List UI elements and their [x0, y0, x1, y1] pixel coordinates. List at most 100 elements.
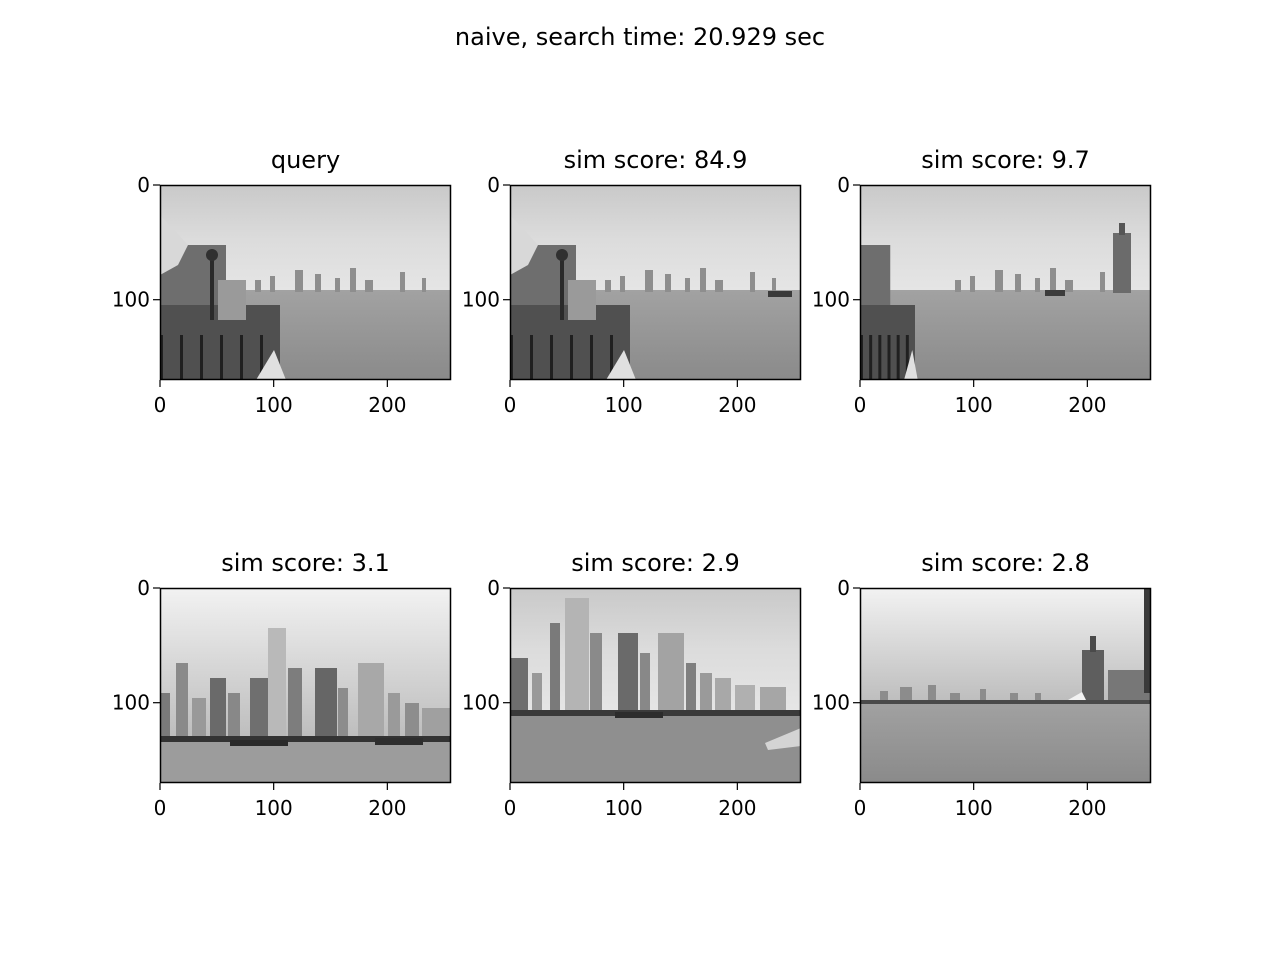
building	[270, 276, 275, 292]
building	[665, 274, 671, 292]
axes-frame	[859, 587, 1152, 784]
subplot-panel: sim score: 2.9 0 100 200 0 100	[462, 549, 802, 820]
grayscale-photo	[860, 185, 1151, 380]
railing-post	[260, 335, 263, 380]
building	[995, 270, 1003, 292]
sky	[160, 588, 451, 738]
tower	[1082, 650, 1104, 700]
building	[686, 663, 696, 713]
building	[715, 280, 723, 292]
subplot-grid: query 0 100 200 0 100 sim score: 84.9 0 100 200 0 1…	[112, 146, 1152, 820]
signboard	[568, 280, 596, 320]
building	[1108, 670, 1151, 702]
building	[928, 685, 936, 703]
railing-post	[887, 335, 891, 380]
building	[315, 668, 337, 738]
building	[1015, 274, 1021, 292]
building	[1050, 268, 1056, 292]
building	[338, 688, 348, 738]
deck-light	[256, 350, 286, 380]
building	[176, 663, 188, 738]
x-tick-label: 100	[255, 393, 293, 417]
building	[1035, 278, 1040, 292]
building	[620, 276, 625, 292]
x-tick-label: 100	[605, 393, 643, 417]
signboard	[218, 280, 246, 320]
grayscale-photo	[860, 588, 1151, 783]
lamp	[206, 249, 218, 261]
figure-suptitle: naive, search time: 20.929 sec	[455, 23, 825, 51]
x-tick-label: 100	[255, 796, 293, 820]
subplot-title: query	[271, 146, 340, 174]
embankment	[860, 700, 1151, 704]
deck-light	[606, 350, 636, 380]
subplot-title: sim score: 84.9	[564, 146, 748, 174]
y-tick-label: 0	[137, 576, 150, 600]
barge	[615, 712, 663, 718]
railing-post	[220, 335, 223, 380]
building	[955, 280, 961, 292]
subplot-title: sim score: 2.9	[571, 549, 740, 577]
building	[750, 272, 755, 292]
subplot-panel: sim score: 9.7 0 100 200 0 100	[812, 146, 1152, 417]
y-tick-label: 100	[462, 691, 500, 715]
x-tick-label: 0	[154, 393, 167, 417]
building	[900, 687, 912, 703]
grayscale-photo	[160, 185, 451, 380]
railing-post	[570, 335, 573, 380]
grayscale-photo	[510, 185, 801, 380]
ferry	[765, 728, 801, 750]
y-tick-label: 0	[487, 576, 500, 600]
x-tick-label: 200	[368, 796, 406, 820]
water	[510, 710, 801, 783]
building	[532, 673, 542, 713]
building	[1010, 693, 1018, 703]
building	[950, 693, 960, 703]
building	[422, 708, 451, 738]
tower-spire	[1119, 223, 1125, 235]
x-tick-label: 100	[605, 796, 643, 820]
water	[160, 738, 451, 783]
railing-post	[905, 335, 909, 380]
railing-post	[896, 335, 900, 380]
lamp	[556, 249, 568, 261]
building	[405, 703, 419, 738]
railing-post	[510, 335, 513, 380]
axes-frame	[159, 587, 452, 784]
x-tick-label: 200	[1068, 393, 1106, 417]
boat	[1045, 290, 1065, 296]
x-tick-label: 0	[854, 796, 867, 820]
subplot-title: sim score: 3.1	[221, 549, 390, 577]
y-tick-label: 100	[812, 691, 850, 715]
x-tick-label: 200	[718, 796, 756, 820]
x-tick-label: 200	[368, 393, 406, 417]
umbrella	[510, 215, 538, 275]
railing-post	[860, 335, 863, 380]
boat	[768, 291, 792, 297]
barge	[375, 738, 423, 745]
building	[268, 628, 286, 738]
railing-post	[200, 335, 203, 380]
y-tick-label: 0	[837, 576, 850, 600]
building	[365, 280, 373, 292]
building	[422, 278, 426, 292]
railing-post	[160, 335, 163, 380]
subplot-panel: query 0 100 200 0 100	[112, 146, 452, 417]
building	[760, 687, 786, 713]
building	[605, 280, 611, 292]
building	[350, 268, 356, 292]
building	[1035, 693, 1041, 703]
railing-post	[240, 335, 243, 380]
railing-post	[550, 335, 553, 380]
building	[400, 272, 405, 292]
water	[860, 700, 1151, 783]
axes-frame	[509, 587, 802, 784]
building	[160, 693, 170, 738]
y-tick-label: 100	[812, 288, 850, 312]
building	[772, 278, 776, 292]
x-tick-label: 100	[955, 393, 993, 417]
building	[192, 698, 206, 738]
x-tick-label: 0	[504, 796, 517, 820]
building	[1065, 280, 1073, 292]
y-tick-label: 0	[487, 173, 500, 197]
